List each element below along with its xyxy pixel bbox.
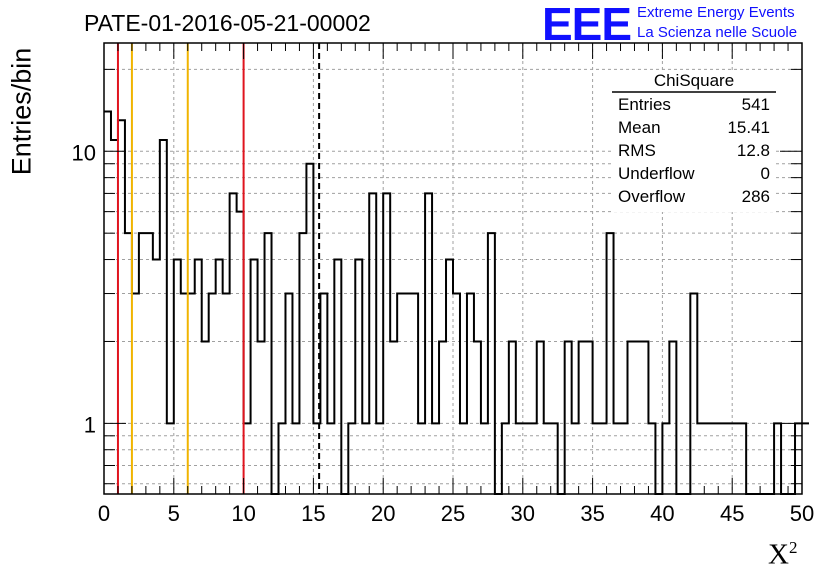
x-tick-label: 50: [790, 501, 814, 526]
x-axis-label-text: X: [768, 538, 789, 571]
chart-title: PATE-01-2016-05-21-00002: [84, 10, 371, 36]
stats-box: [612, 72, 776, 212]
x-tick-label: 30: [511, 501, 535, 526]
x-tick-label: 35: [580, 501, 604, 526]
stats-row-value: 12.8: [737, 141, 770, 160]
stats-row-label: Underflow: [618, 164, 695, 183]
x-tick-label: 20: [371, 501, 395, 526]
stats-row-label: Entries: [618, 95, 671, 114]
stats-row-label: Overflow: [618, 187, 686, 206]
stats-row-value: 286: [742, 187, 770, 206]
stats-row-label: RMS: [618, 141, 656, 160]
eee-logo: EEE: [542, 0, 632, 50]
x-tick-label: 45: [720, 501, 744, 526]
stats-row-value: 541: [742, 95, 770, 114]
x-tick-label: 40: [650, 501, 674, 526]
x-axis-label: X2: [768, 538, 797, 572]
x-axis-label-superscript: 2: [788, 538, 798, 557]
stats-row-value: 0: [761, 164, 770, 183]
stats-row-value: 15.41: [727, 118, 770, 137]
x-tick-label: 10: [231, 501, 255, 526]
x-tick-label: 0: [98, 501, 110, 526]
x-tick-label: 15: [301, 501, 325, 526]
logo-line-1: Extreme Energy Events: [637, 4, 795, 21]
x-tick-label: 5: [168, 501, 180, 526]
y-tick-label: 10: [72, 140, 96, 165]
logo-line-2: La Scienza nelle Scuole: [637, 24, 798, 41]
histogram-series: [104, 110, 809, 495]
stats-box-title: ChiSquare: [654, 71, 734, 90]
y-tick-label: 1: [84, 412, 96, 437]
stats-row-label: Mean: [618, 118, 661, 137]
x-tick-label: 25: [441, 501, 465, 526]
